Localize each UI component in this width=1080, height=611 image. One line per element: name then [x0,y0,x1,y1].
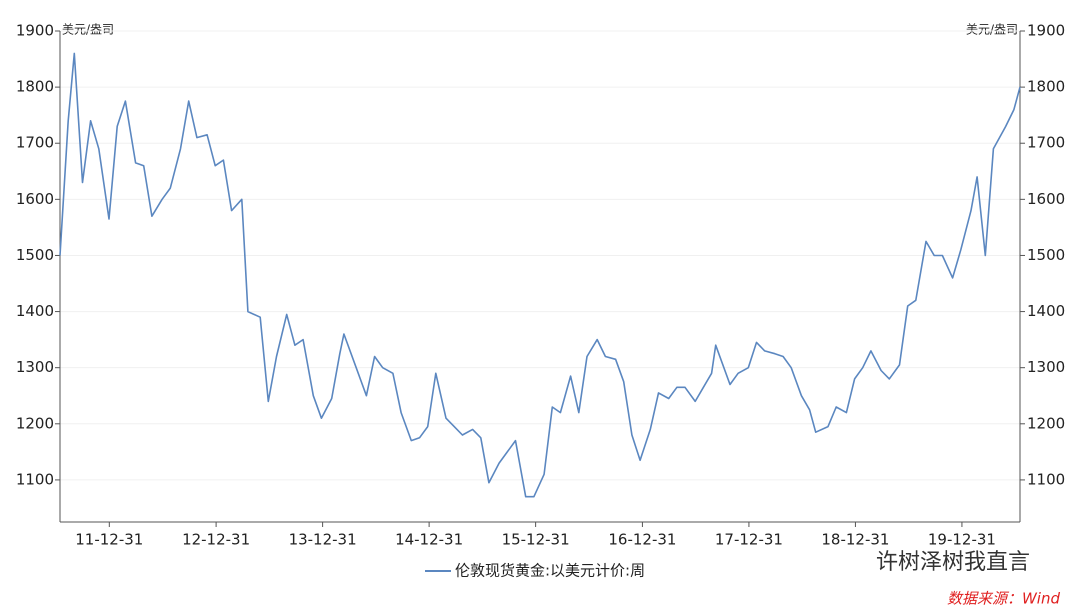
x-tick-label: 14-12-31 [395,531,463,549]
y2-unit-label: 美元/盎司 [966,23,1018,37]
y2-tick-label: 1500 [1027,246,1065,264]
y-tick-label: 1300 [16,358,54,376]
y2-tick-label: 1200 [1027,414,1065,432]
series-line [59,52,1021,498]
x-tick-label: 19-12-31 [928,531,996,549]
y-tick-label: 1100 [16,470,54,488]
y2-tick-label: 1700 [1027,134,1065,152]
x-tick-label: 15-12-31 [502,531,570,549]
y2-tick-label: 1800 [1027,78,1065,96]
y-tick-label: 1700 [16,134,54,152]
y2-tick-label: 1300 [1027,358,1065,376]
legend-label: 伦敦现货黄金:以美元计价:周 [455,562,645,580]
y2-tick-label: 1900 [1027,22,1065,40]
x-tick-label: 17-12-31 [715,531,783,549]
y-tick-label: 1900 [16,22,54,40]
y2-tick-label: 1100 [1027,470,1065,488]
x-tick-label: 11-12-31 [75,531,143,549]
y-tick-label: 1800 [16,78,54,96]
y-unit-label: 美元/盎司 [62,23,114,37]
x-tick-label: 18-12-31 [821,531,889,549]
x-tick-label: 12-12-31 [182,531,250,549]
y2-tick-label: 1400 [1027,302,1065,320]
y-tick-label: 1500 [16,246,54,264]
y-tick-label: 1600 [16,190,54,208]
x-tick-label: 16-12-31 [608,531,676,549]
y-tick-label: 1200 [16,414,54,432]
watermark: 许树泽树我直言 [876,550,1030,575]
y-tick-label: 1400 [16,302,54,320]
source: 数据来源：Wind [947,590,1061,608]
y2-tick-label: 1600 [1027,190,1065,208]
x-tick-label: 13-12-31 [289,531,357,549]
